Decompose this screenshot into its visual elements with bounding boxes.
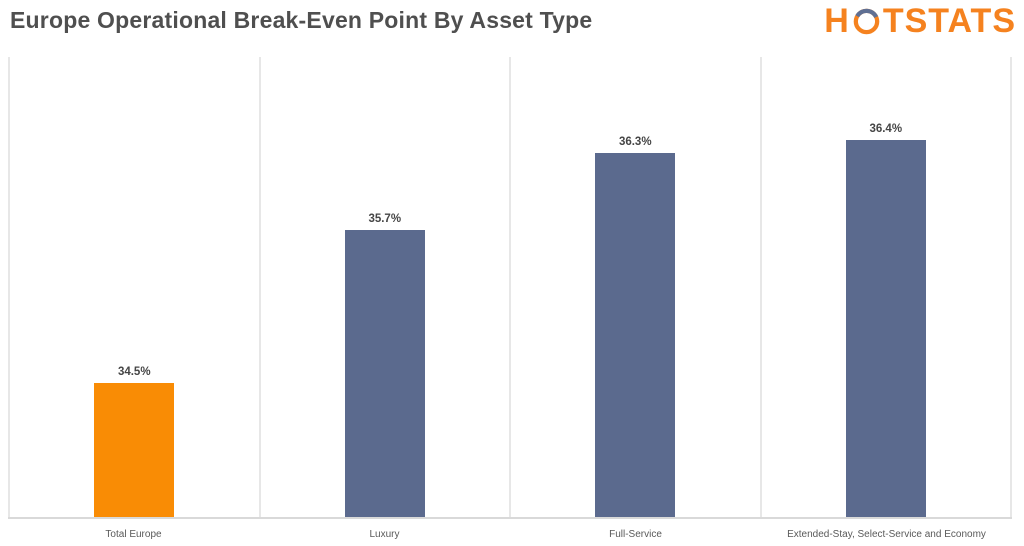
category-panel-extended-stay: 36.4%	[759, 57, 1012, 517]
category-panel-luxury: 35.7%	[258, 57, 510, 517]
bar-extended-stay	[845, 140, 926, 517]
bar-full-service	[595, 152, 676, 517]
header: Europe Operational Break-Even Point By A…	[0, 0, 1024, 52]
bar-total-europe	[94, 382, 175, 517]
bar-value-label: 34.5%	[117, 365, 151, 378]
logo-o-ring-icon	[853, 8, 880, 34]
bar-value-label: 36.3%	[618, 135, 652, 148]
category-label-total-europe: Total Europe	[105, 529, 162, 540]
logo-text-tstats: TSTATS	[882, 2, 1016, 40]
x-axis-labels: Total Europe Luxury Full-Service Extende…	[8, 521, 1012, 546]
bar-group: 35.7%	[344, 57, 425, 517]
category-panel-full-service: 36.3%	[509, 57, 760, 517]
bar-value-label: 36.4%	[869, 123, 903, 136]
logo-text-h: H	[824, 2, 850, 40]
bar-group: 36.3%	[595, 57, 676, 517]
plot-area: 34.5% 35.7% 36.3% 36.4%	[8, 57, 1012, 519]
bar-group: 34.5%	[94, 57, 175, 517]
hotstats-logo: H TSTATS	[824, 4, 1016, 38]
category-label-extended-stay: Extended-Stay, Select-Service and Econom…	[787, 529, 986, 540]
category-label-full-service: Full-Service	[609, 529, 662, 540]
category-panel-total-europe: 34.5%	[8, 57, 259, 517]
bar-group: 36.4%	[845, 57, 926, 517]
category-label-luxury: Luxury	[369, 529, 400, 540]
bar-value-label: 35.7%	[368, 212, 402, 225]
bar-luxury	[344, 229, 425, 517]
chart-title: Europe Operational Break-Even Point By A…	[10, 7, 593, 33]
